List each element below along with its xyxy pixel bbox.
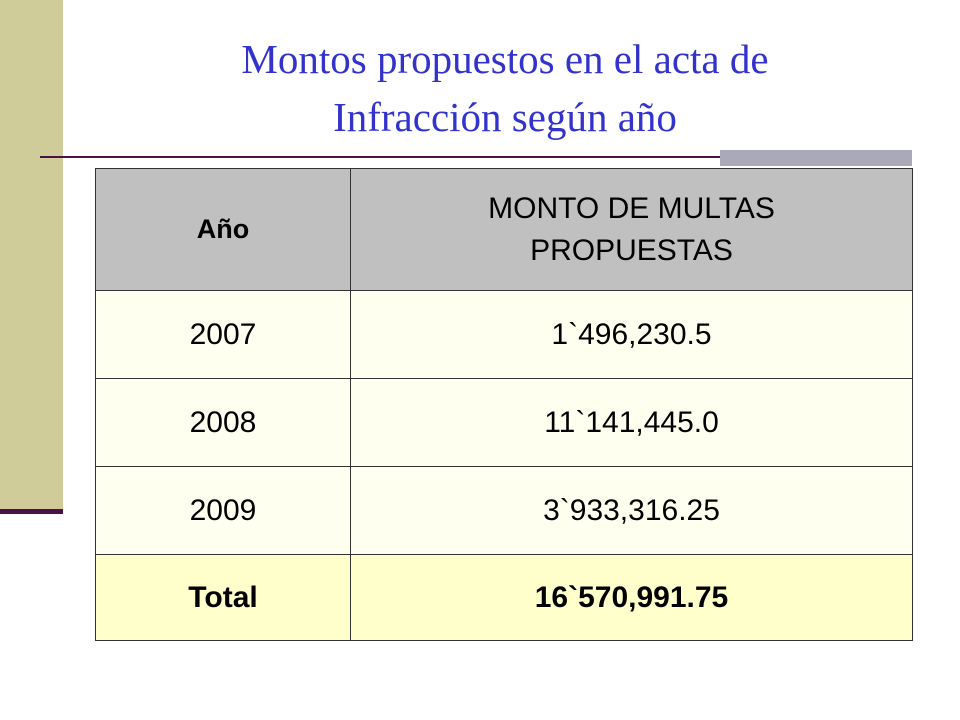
cell: 2007 — [95, 290, 351, 379]
title: Montos propuestos en el acta de Infracci… — [80, 30, 930, 146]
cell: Total — [95, 554, 351, 641]
header-row: Año MONTO DE MULTAS PROPUESTAS — [95, 168, 913, 291]
header-cell: MONTO DE MULTAS PROPUESTAS — [350, 168, 913, 291]
header-cell: Año — [95, 168, 351, 291]
title-rule — [40, 156, 912, 158]
title-rule-accent — [720, 150, 912, 166]
cell: 1`496,230.5 — [350, 290, 913, 379]
cell: 11`141,445.0 — [350, 378, 913, 467]
cell: 3`933,316.25 — [350, 466, 913, 555]
cell: 2008 — [95, 378, 351, 467]
cell: 16`570,991.75 — [350, 554, 913, 641]
title-line: Montos propuestos en el acta de — [241, 36, 769, 82]
cell: 2009 — [95, 466, 351, 555]
row: 2009 3`933,316.25 — [95, 466, 913, 555]
row: 2007 1`496,230.5 — [95, 290, 913, 379]
row: 2008 11`141,445.0 — [95, 378, 913, 467]
title-line: Infracción según año — [333, 94, 677, 140]
total-row: Total 16`570,991.75 — [95, 554, 913, 641]
side-bar — [0, 0, 63, 510]
table: Año MONTO DE MULTAS PROPUESTAS 2007 1`496… — [95, 168, 913, 641]
side-bar-line — [0, 509, 63, 514]
